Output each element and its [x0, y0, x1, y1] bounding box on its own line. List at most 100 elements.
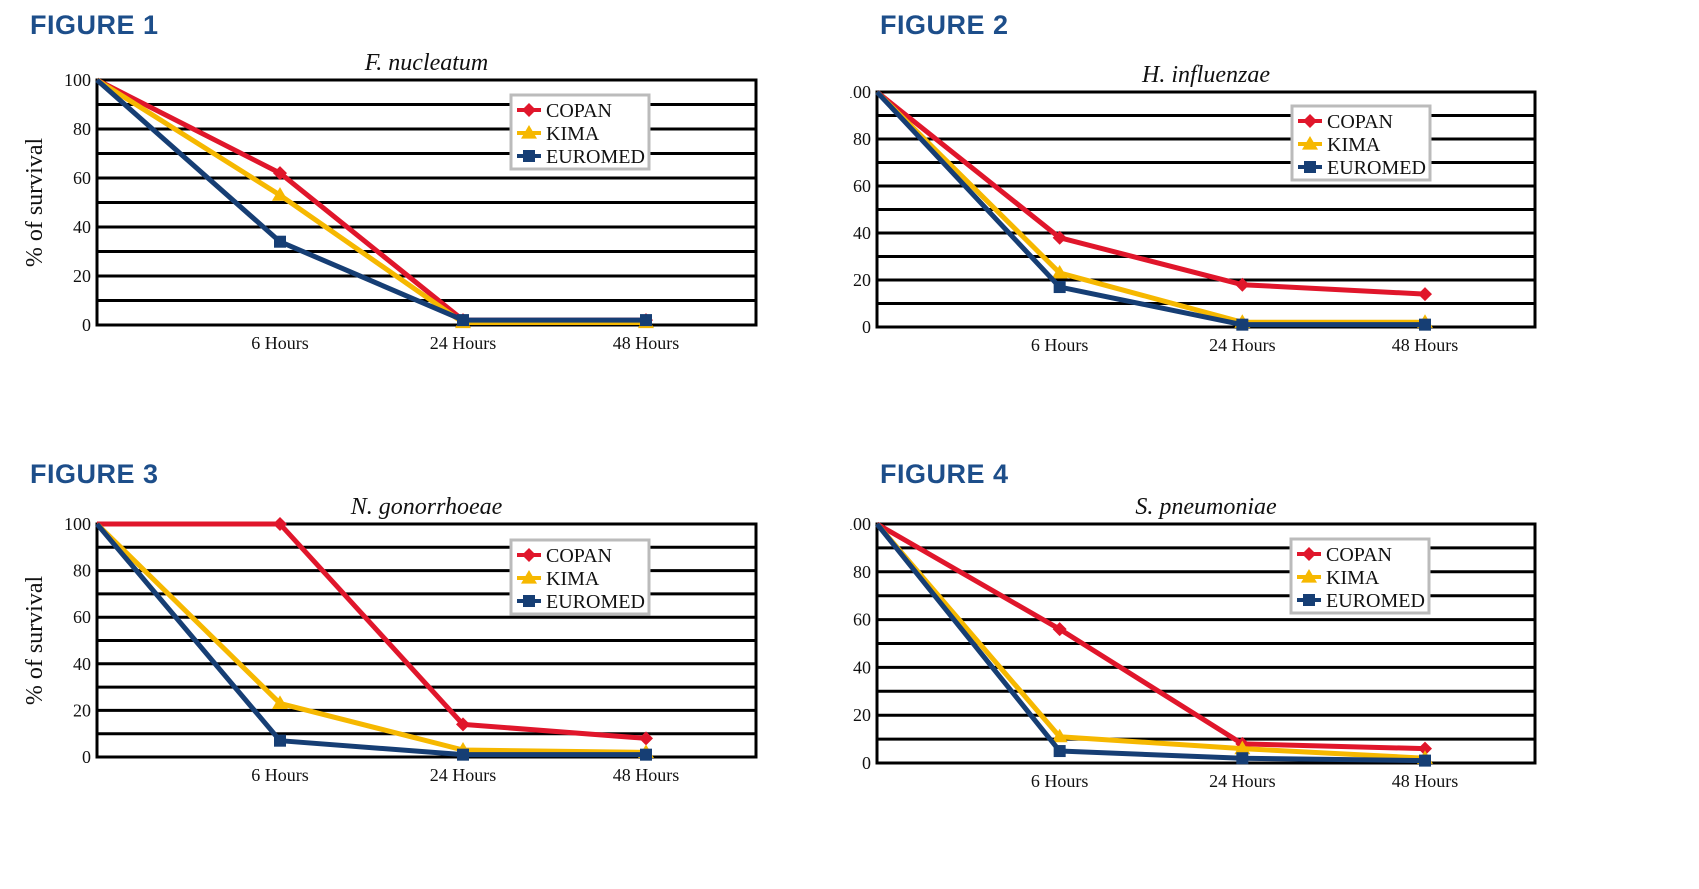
legend-marker-copan	[1302, 547, 1316, 561]
x-tick-label: 48 Hours	[1392, 771, 1459, 791]
series-line-euromed	[875, 90, 1425, 328]
y-tick-label: 40	[853, 657, 871, 677]
series-line-copan	[875, 90, 1426, 297]
legend-marker-euromed	[523, 595, 535, 607]
y-tick-label: 0	[82, 315, 91, 335]
series-line-euromed	[95, 78, 646, 323]
y-tick-label: 40	[853, 223, 871, 243]
chart-title: F. nucleatum	[364, 50, 489, 76]
data-point-euromed	[1236, 318, 1249, 331]
data-point-euromed	[274, 734, 286, 747]
legend-label: EUROMED	[1327, 157, 1426, 179]
data-point-euromed	[640, 314, 652, 327]
y-tick-label: 100	[850, 514, 871, 534]
survival-line-chart: 0 20 40 60 80 100 6 Hours 24 Hours 48 Hours N. go…	[22, 494, 758, 785]
plot-frame	[95, 78, 758, 327]
data-point-copan	[1418, 287, 1432, 302]
data-point-kima	[1051, 264, 1068, 279]
chart-title: S. pneumoniae	[1135, 494, 1277, 520]
legend-label: EUROMED	[1326, 590, 1425, 612]
data-point-euromed	[274, 235, 286, 248]
figure-label: FIGURE 4	[880, 459, 1009, 489]
series-line-kima	[875, 522, 1426, 761]
x-tick-label: 48 Hours	[613, 765, 680, 785]
y-tick-label: 0	[862, 753, 871, 773]
survival-line-chart: 0 20 40 60 80 100 6 Hours 24 Hours 48 Hours F. nu…	[22, 50, 758, 353]
legend-marker-euromed	[523, 150, 535, 162]
y-tick-label: 60	[853, 610, 871, 630]
data-point-euromed	[1053, 281, 1066, 294]
data-point-kima	[1051, 728, 1068, 743]
x-tick-label: 24 Hours	[1209, 335, 1276, 355]
data-point-copan	[1052, 622, 1067, 637]
data-point-euromed	[1419, 318, 1431, 331]
y-tick-label: 0	[82, 747, 91, 767]
y-tick-label: 80	[73, 561, 91, 581]
y-tick-label: 80	[73, 119, 91, 139]
legend-marker-kima	[521, 125, 537, 139]
chart-title: N. gonorrhoeae	[350, 494, 503, 520]
data-point-kima	[272, 187, 288, 201]
y-tick-label: 20	[73, 700, 91, 720]
chart-title: H. influenzae	[1141, 62, 1270, 88]
figure-4-panel: FIGURE 4 0 20 40 60 80 100 6 Hours 24 Hours 48 H…	[850, 449, 1699, 889]
survival-line-chart: 0 20 40 60 80 100 6 Hours 24 Hours 48 Hours S. pn…	[850, 494, 1537, 791]
y-tick-label: 20	[853, 270, 871, 290]
figure-label: FIGURE 2	[880, 10, 1009, 40]
x-tick-label: 6 Hours	[251, 333, 309, 353]
plot-frame	[875, 90, 1537, 329]
y-tick-label: 60	[73, 607, 91, 627]
figure-label: FIGURE 1	[30, 10, 159, 40]
y-tick-label: 80	[853, 129, 871, 149]
x-tick-label: 6 Hours	[1031, 771, 1089, 791]
y-tick-label: 40	[73, 217, 91, 237]
survival-line-chart: 0 20 40 60 80 100 6 Hours 24 Hours 48 Hours H. in…	[850, 62, 1537, 355]
y-tick-label: 0	[862, 317, 871, 337]
plot-frame	[95, 522, 758, 759]
y-tick-label: 20	[853, 705, 871, 725]
data-point-euromed	[1053, 745, 1066, 758]
figure-1-panel: FIGURE 1 0 20 40 60 80 100 6 Hours 24 Hours 48 H…	[0, 0, 850, 440]
data-point-copan	[273, 517, 287, 531]
data-point-kima	[272, 695, 288, 710]
series-line-copan	[97, 521, 647, 741]
legend-marker-kima	[1301, 569, 1317, 583]
data-point-euromed	[1419, 754, 1431, 767]
y-tick-label: 60	[853, 176, 871, 196]
legend-label: KIMA	[546, 568, 600, 590]
data-point-kima	[1234, 740, 1251, 755]
data-point-euromed	[457, 314, 469, 327]
series-line-kima	[95, 522, 647, 755]
x-tick-label: 24 Hours	[430, 333, 497, 353]
x-tick-label: 48 Hours	[613, 333, 680, 353]
data-point-copan	[1235, 277, 1250, 292]
legend-label: KIMA	[546, 123, 600, 145]
legend-marker-euromed	[1303, 594, 1315, 606]
y-tick-label: 100	[850, 82, 871, 102]
legend-marker-euromed	[1304, 161, 1316, 173]
y-axis-label: % of survival	[22, 138, 48, 268]
x-tick-label: 48 Hours	[1392, 335, 1459, 355]
legend-marker-kima	[521, 570, 537, 584]
series-line-copan	[875, 521, 1426, 752]
legend-marker-copan	[522, 103, 536, 117]
y-tick-label: 20	[73, 266, 91, 286]
y-tick-label: 40	[73, 654, 91, 674]
legend-label: COPAN	[1326, 544, 1392, 566]
legend-label: KIMA	[1327, 134, 1381, 156]
series-line-euromed	[875, 522, 1426, 764]
x-tick-label: 24 Hours	[430, 765, 497, 785]
data-point-copan	[1418, 741, 1432, 756]
data-point-copan	[273, 166, 287, 181]
data-point-euromed	[640, 748, 652, 761]
plot-frame	[875, 522, 1537, 765]
series-line-euromed	[95, 522, 646, 758]
legend-marker-kima	[1302, 136, 1318, 150]
data-point-euromed	[457, 748, 469, 761]
data-point-copan	[456, 717, 470, 732]
y-axis-label: % of survival	[22, 576, 48, 706]
data-point-euromed	[1236, 752, 1249, 765]
legend-marker-copan	[1303, 114, 1317, 128]
figure-3-panel: FIGURE 3 0 20 40 60 80 100 6 Hours 24 Hours 48 H…	[0, 449, 850, 889]
legend-label: COPAN	[546, 545, 612, 567]
